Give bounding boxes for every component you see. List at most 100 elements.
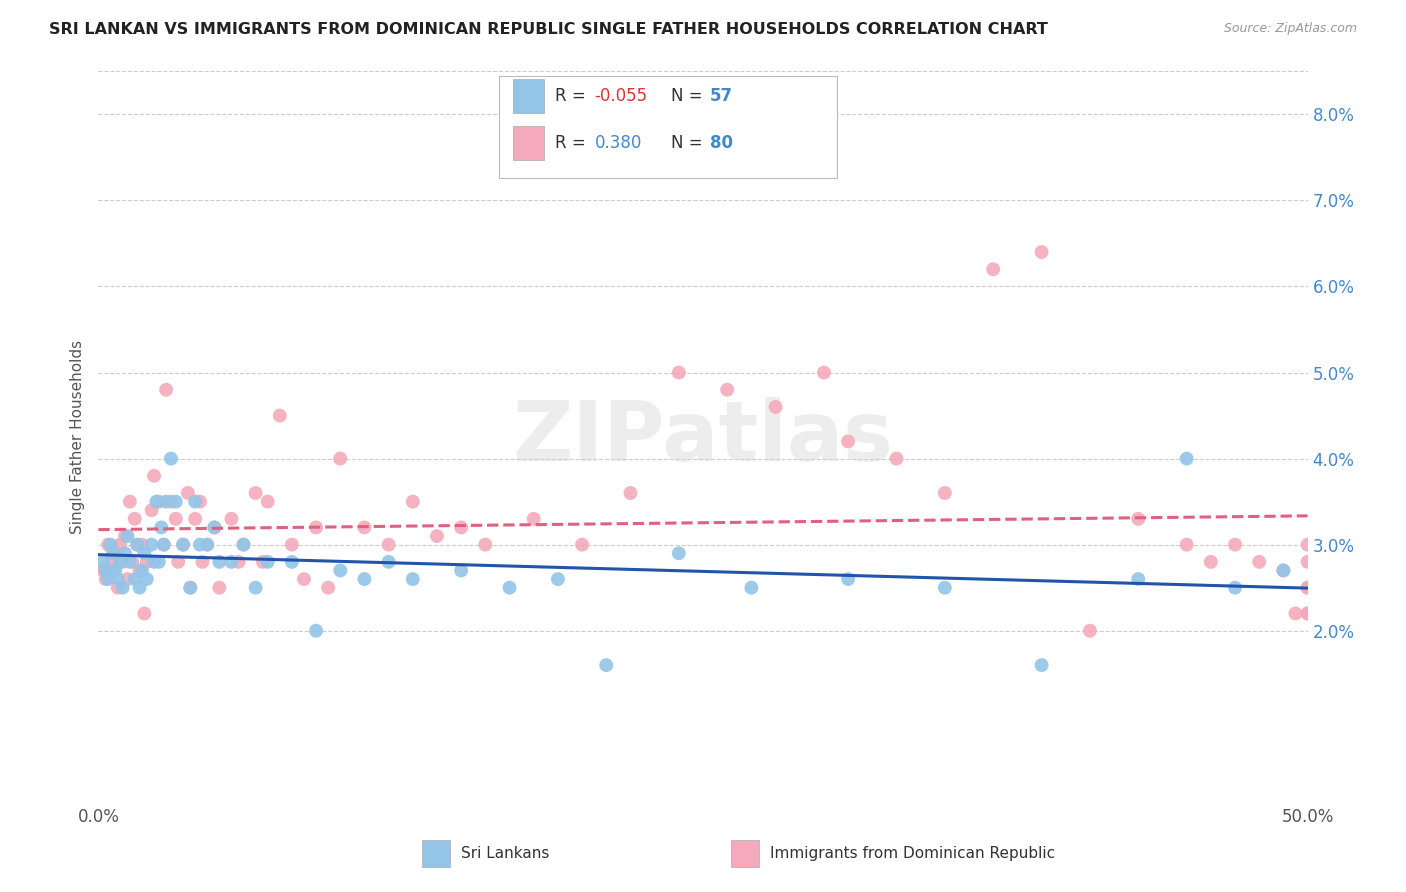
Point <box>450 564 472 578</box>
Point <box>91 555 114 569</box>
Point <box>160 451 183 466</box>
Point <box>281 555 304 569</box>
Point <box>135 572 157 586</box>
Point <box>143 468 166 483</box>
Point <box>167 555 190 569</box>
Point <box>1272 564 1295 578</box>
Point <box>195 538 218 552</box>
Point <box>934 486 956 500</box>
Point <box>107 581 129 595</box>
Point <box>595 658 617 673</box>
Point <box>134 546 156 560</box>
Point <box>547 572 569 586</box>
Point <box>377 555 399 569</box>
Text: 57: 57 <box>710 87 733 104</box>
Point <box>716 383 738 397</box>
Point <box>118 494 141 508</box>
Point <box>1296 607 1319 621</box>
Point <box>141 503 163 517</box>
Text: N =: N = <box>671 134 707 152</box>
Point <box>101 546 124 560</box>
Text: Sri Lankans: Sri Lankans <box>461 847 550 861</box>
Point <box>1078 624 1101 638</box>
Point <box>188 494 211 508</box>
Point <box>668 546 690 560</box>
Point <box>208 581 231 595</box>
Point <box>172 538 194 552</box>
Point <box>131 538 153 552</box>
Point <box>498 581 520 595</box>
Y-axis label: Single Father Households: Single Father Households <box>70 340 86 534</box>
Point <box>165 512 187 526</box>
Point <box>450 520 472 534</box>
Point <box>184 494 207 508</box>
Point <box>94 564 117 578</box>
Point <box>1175 538 1198 552</box>
Point <box>329 564 352 578</box>
Point <box>1031 245 1053 260</box>
Point <box>228 555 250 569</box>
Point <box>124 512 146 526</box>
Text: -0.055: -0.055 <box>595 87 648 104</box>
Point <box>886 451 908 466</box>
Point <box>131 564 153 578</box>
Point <box>134 607 156 621</box>
Point <box>740 581 762 595</box>
Point <box>292 572 315 586</box>
Point <box>155 383 177 397</box>
Point <box>1249 555 1271 569</box>
Point <box>934 581 956 595</box>
Point <box>111 555 134 569</box>
Point <box>127 538 149 552</box>
Point <box>94 572 117 586</box>
Point <box>329 451 352 466</box>
Point <box>165 494 187 508</box>
Point <box>172 538 194 552</box>
Text: 0.380: 0.380 <box>595 134 643 152</box>
Point <box>1284 607 1306 621</box>
Point <box>195 538 218 552</box>
Point <box>118 555 141 569</box>
Point <box>245 581 267 595</box>
Point <box>104 564 127 578</box>
Point <box>1296 538 1319 552</box>
Point <box>353 520 375 534</box>
Point <box>269 409 291 423</box>
Text: R =: R = <box>555 134 592 152</box>
Point <box>117 572 139 586</box>
Point <box>152 538 174 552</box>
Point <box>221 512 243 526</box>
Point <box>100 555 122 569</box>
Point <box>221 555 243 569</box>
Point <box>179 581 201 595</box>
Point <box>204 520 226 534</box>
Point <box>1272 564 1295 578</box>
Point <box>402 572 425 586</box>
Text: N =: N = <box>671 87 707 104</box>
Point <box>1296 607 1319 621</box>
Point <box>107 572 129 586</box>
Point <box>305 520 328 534</box>
Point <box>571 538 593 552</box>
Point <box>114 529 136 543</box>
Point <box>232 538 254 552</box>
Point <box>1223 581 1246 595</box>
Point <box>124 572 146 586</box>
Point <box>232 538 254 552</box>
Point <box>128 564 150 578</box>
Point <box>91 564 114 578</box>
Point <box>101 564 124 578</box>
Point <box>97 572 120 586</box>
Text: ZIPatlas: ZIPatlas <box>513 397 893 477</box>
Point <box>111 581 134 595</box>
Point <box>1128 512 1150 526</box>
Point <box>117 529 139 543</box>
Point <box>668 366 690 380</box>
Point <box>765 400 787 414</box>
Point <box>426 529 449 543</box>
Point <box>252 555 274 569</box>
Point <box>256 494 278 508</box>
Point <box>104 546 127 560</box>
Point <box>1175 451 1198 466</box>
Point <box>523 512 546 526</box>
